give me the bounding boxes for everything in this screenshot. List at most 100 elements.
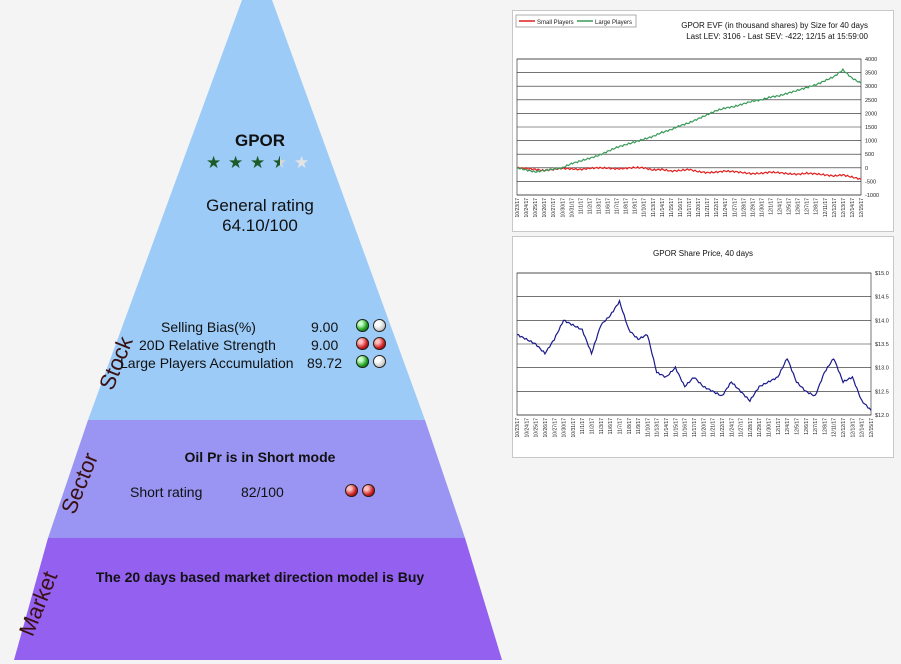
sector-rating-value: 82/100 bbox=[241, 484, 284, 500]
evf-legend-small-label: Small Players bbox=[537, 20, 574, 26]
price-x-tick-label: 12/15/17 bbox=[869, 418, 875, 438]
ticker-symbol: GPOR bbox=[234, 131, 286, 150]
price-x-tick-label: 12/11/17 bbox=[832, 418, 838, 437]
metric-label-large-players: Large Players Accumulation bbox=[120, 355, 294, 371]
evf-y-tick-label: -500 bbox=[865, 179, 876, 185]
price-x-tick-label: 12/12/17 bbox=[841, 418, 847, 438]
evf-y-tick-label: 1500 bbox=[865, 125, 877, 131]
evf-chart-subtitle: Last LEV: 3106 - Last SEV: -422; 12/15 a… bbox=[686, 32, 868, 41]
sector-band bbox=[48, 420, 465, 538]
series-line-large-players bbox=[516, 67, 862, 173]
evf-x-tick-label: 12/7/17 bbox=[805, 198, 811, 215]
price-x-tick-label: 10/26/17 bbox=[543, 418, 549, 438]
price-x-tick-label: 11/8/17 bbox=[627, 418, 633, 435]
evf-legend-box bbox=[515, 14, 637, 28]
price-x-tick-label: 11/24/17 bbox=[729, 418, 735, 437]
price-x-tick-label: 11/22/17 bbox=[720, 418, 726, 437]
evf-x-tick-label: 12/13/17 bbox=[841, 198, 847, 218]
star-full-icon: ★ bbox=[206, 153, 223, 172]
price-chart: GPOR Share Price, 40 days $15.0 $14.5 $14.… bbox=[512, 236, 894, 458]
price-x-tick-label: 11/21/17 bbox=[711, 418, 717, 437]
price-x-tick-label: 11/15/17 bbox=[673, 418, 679, 437]
evf-x-tick-label: 12/11/17 bbox=[823, 198, 829, 217]
star-full-icon: ★ bbox=[249, 153, 267, 172]
evf-x-tick-label: 11/9/17 bbox=[633, 198, 639, 215]
series-line-small-players bbox=[516, 165, 862, 181]
evf-x-tick-label: 11/16/17 bbox=[678, 198, 684, 217]
signal-light-green-icon bbox=[356, 319, 369, 332]
price-x-tick-label: 11/9/17 bbox=[636, 418, 642, 435]
evf-x-tick-label: 10/26/17 bbox=[542, 198, 548, 218]
evf-x-tick-label: 11/6/17 bbox=[606, 198, 612, 215]
price-x-tick-label: 11/6/17 bbox=[608, 418, 614, 435]
evf-x-tick-label: 12/6/17 bbox=[796, 198, 802, 215]
evf-y-tick-label: -1000 bbox=[865, 193, 879, 199]
evf-y-tick-label: 4000 bbox=[865, 57, 877, 63]
general-rating-value: 64.10/100 bbox=[222, 216, 298, 235]
star-empty-icon: ★ bbox=[293, 153, 311, 172]
price-x-tick-label: 11/10/17 bbox=[645, 418, 651, 437]
price-x-tick-label: 12/1/17 bbox=[776, 418, 782, 435]
metric-value-selling-bias: 9.00 bbox=[311, 319, 339, 335]
price-x-tick-label: 10/23/17 bbox=[515, 418, 521, 438]
price-x-tick-label: 12/8/17 bbox=[822, 418, 828, 435]
signal-light-red-icon bbox=[362, 484, 375, 497]
price-x-tick-label: 11/17/17 bbox=[692, 418, 698, 437]
price-x-tick-label: 12/4/17 bbox=[785, 418, 791, 435]
evf-chart-title: GPOR EVF (in thousand shares) by Size fo… bbox=[681, 21, 868, 30]
evf-x-tick-label: 11/1/17 bbox=[578, 198, 584, 215]
signal-light-red-icon bbox=[356, 337, 369, 350]
evf-x-tick-label: 11/8/17 bbox=[624, 198, 630, 215]
price-x-tick-label: 11/2/17 bbox=[590, 418, 596, 435]
evf-x-tick-label: 11/14/17 bbox=[660, 198, 666, 217]
evf-y-tick-label: 2500 bbox=[865, 98, 877, 104]
price-x-tick-label: 11/7/17 bbox=[617, 418, 623, 435]
price-x-tick-label: 11/1/17 bbox=[580, 418, 586, 435]
price-chart-svg: GPOR Share Price, 40 days $15.0 $14.5 $14.… bbox=[515, 249, 889, 438]
price-x-tick-label: 10/31/17 bbox=[571, 418, 577, 438]
rating-pyramid bbox=[14, 0, 502, 660]
evf-x-tick-label: 11/7/17 bbox=[615, 198, 621, 215]
price-x-tick-label: 11/16/17 bbox=[683, 418, 689, 437]
market-title: The 20 days based market direction model… bbox=[95, 569, 425, 585]
market-band bbox=[14, 538, 502, 660]
price-y-tick-label: $13.0 bbox=[875, 366, 889, 372]
price-x-tick-label: 10/27/17 bbox=[552, 418, 558, 438]
price-x-tick-label: 11/28/17 bbox=[748, 418, 754, 437]
evf-legend-large-label: Large Players bbox=[595, 20, 632, 26]
price-y-tick-label: $12.5 bbox=[875, 389, 889, 395]
price-x-tick-label: 12/7/17 bbox=[813, 418, 819, 435]
price-y-tick-label: $13.5 bbox=[875, 342, 889, 348]
price-x-tick-label: 11/13/17 bbox=[655, 418, 661, 437]
metric-value-relative-strength: 9.00 bbox=[311, 337, 339, 353]
evf-x-tick-label: 10/24/17 bbox=[524, 198, 530, 218]
evf-x-tick-label: 10/23/17 bbox=[515, 198, 521, 218]
price-x-tick-label: 11/27/17 bbox=[739, 418, 745, 437]
evf-x-tick-label: 10/25/17 bbox=[533, 198, 539, 218]
evf-x-tick-label: 10/27/17 bbox=[551, 198, 557, 218]
price-x-tick-label: 10/30/17 bbox=[562, 418, 568, 438]
sector-rating-label: Short rating bbox=[130, 484, 203, 500]
signal-light-white-icon bbox=[373, 319, 386, 332]
evf-y-tick-label: 1000 bbox=[865, 139, 877, 145]
evf-x-tick-label: 11/24/17 bbox=[723, 198, 729, 217]
general-rating-label: General rating bbox=[206, 196, 314, 215]
evf-y-tick-label: 3500 bbox=[865, 71, 877, 77]
evf-chart: Small Players Large Players GPOR EVF (in… bbox=[512, 10, 894, 232]
evf-y-tick-label: 0 bbox=[865, 166, 868, 172]
price-x-tick-label: 11/20/17 bbox=[701, 418, 707, 437]
price-x-tick-label: 12/6/17 bbox=[804, 418, 810, 435]
evf-x-tick-label: 11/3/17 bbox=[596, 198, 602, 215]
evf-y-tick-label: 3000 bbox=[865, 84, 877, 90]
evf-x-tick-label: 11/29/17 bbox=[750, 198, 756, 217]
price-x-tick-label: 12/5/17 bbox=[794, 418, 800, 435]
evf-x-tick-label: 10/31/17 bbox=[569, 198, 575, 218]
price-x-tick-label: 12/14/17 bbox=[860, 418, 866, 438]
price-x-tick-label: 10/24/17 bbox=[524, 418, 530, 438]
stock-band bbox=[88, 0, 425, 420]
evf-x-tick-label: 12/1/17 bbox=[768, 198, 774, 215]
evf-x-tick-label: 11/17/17 bbox=[687, 198, 693, 217]
star-rating: ★ ★ ★ ★ ★ bbox=[206, 153, 310, 173]
evf-x-tick-label: 11/20/17 bbox=[696, 198, 702, 217]
series-line-share-price bbox=[516, 298, 872, 411]
